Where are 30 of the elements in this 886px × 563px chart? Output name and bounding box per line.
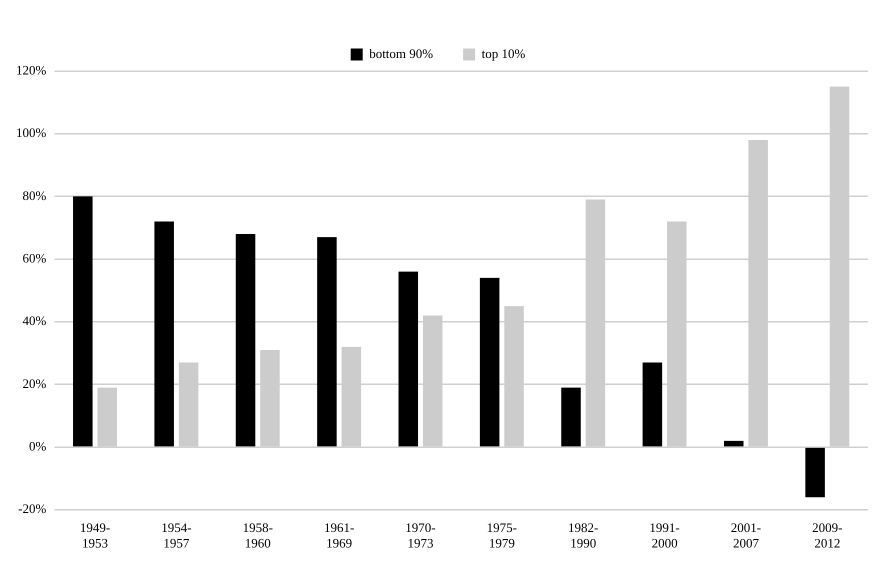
bar xyxy=(480,278,500,446)
y-tick-label: 40% xyxy=(22,313,46,328)
bar xyxy=(724,440,744,446)
y-tick-label: 60% xyxy=(22,250,46,266)
y-tick-label: 80% xyxy=(22,188,46,203)
bar xyxy=(154,221,174,446)
x-tick-label: 2009- 2012 xyxy=(812,520,842,551)
x-tick-label: 1954- 1957 xyxy=(161,520,192,551)
y-tick-label: 20% xyxy=(22,376,46,391)
bar xyxy=(561,388,581,446)
y-tick-label: 0% xyxy=(28,438,46,454)
x-tick-label: 1975- 1979 xyxy=(486,520,518,551)
bar xyxy=(317,237,337,446)
bar xyxy=(398,272,418,446)
x-tick-label: 1982- 1990 xyxy=(568,520,598,551)
x-tick-label: 1958- 1960 xyxy=(242,520,273,551)
bar xyxy=(236,234,256,446)
x-tick-label: 1949- 1953 xyxy=(80,520,110,551)
y-tick-label: 120% xyxy=(16,62,46,78)
bar xyxy=(642,362,662,446)
y-tick-label: -20% xyxy=(18,501,46,516)
legend-label: bottom 90% xyxy=(369,46,434,61)
x-tick-label: 2001- 2007 xyxy=(730,520,762,551)
x-tick-label: 1991- 2000 xyxy=(649,520,680,551)
bar xyxy=(73,196,93,446)
bar xyxy=(805,448,825,498)
x-tick-label: 1961- 1969 xyxy=(324,520,354,551)
y-tick-label: 100% xyxy=(16,125,46,140)
x-tick-label: 1970- 1973 xyxy=(405,520,436,551)
legend-label: top 10% xyxy=(482,46,526,61)
